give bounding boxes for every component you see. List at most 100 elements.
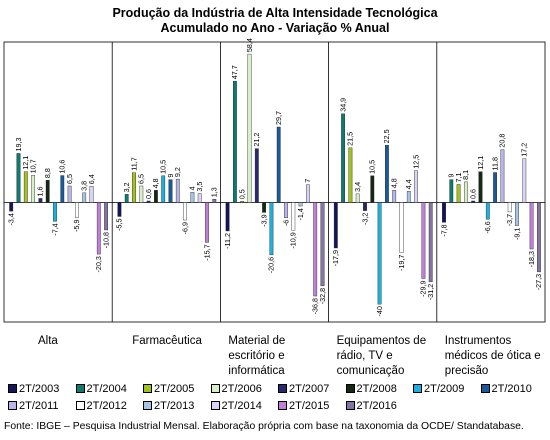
source-note: Fonte: IBGE – Pesquisa Industrial Mensal… (4, 421, 524, 432)
legend-item: 2T/2007 (278, 383, 346, 395)
data-label: 10,5 (368, 160, 377, 174)
bar (363, 202, 367, 211)
category-label: Equipamentos de (337, 335, 427, 347)
data-label: 20,8 (498, 134, 507, 148)
bar (485, 202, 490, 220)
category-label: informática (228, 365, 285, 377)
legend-label: 2T/2014 (221, 399, 262, 412)
bar (269, 202, 274, 256)
legend-label: 2T/2007 (289, 382, 330, 395)
bar (205, 202, 209, 243)
data-label: -29,9 (419, 280, 428, 296)
bar (471, 200, 476, 203)
data-label: 47,7 (230, 65, 239, 79)
legend-item: 2T/2006 (210, 383, 279, 395)
data-label: 4 (188, 186, 197, 190)
bar (449, 179, 454, 203)
data-label: 6,4 (87, 174, 96, 184)
data-label: -6 (281, 220, 290, 226)
data-label: -27,3 (534, 274, 543, 290)
data-label: 1,6 (36, 186, 45, 196)
bar (515, 202, 519, 226)
data-label: 58,4 (245, 38, 254, 52)
data-label: 19,3 (14, 137, 23, 151)
data-label: -17,9 (331, 250, 340, 266)
legend-label: 2T/2013 (154, 399, 195, 412)
bar (262, 202, 266, 213)
legend-swatch (143, 384, 152, 393)
bar (124, 194, 129, 203)
data-label: 0,5 (238, 189, 247, 199)
legend-label: 2T/2008 (356, 382, 397, 395)
data-label: 21,5 (346, 132, 355, 146)
bar (291, 202, 296, 231)
data-label: 7 (303, 179, 312, 183)
bar-chart: -3,419,312,110,71,68,8-7,410,66,5-5,93,8… (3, 38, 546, 377)
chart-subtitle: Acumulado no Ano - Variação % Anual (160, 21, 390, 35)
data-label: 3,4 (353, 182, 362, 192)
legend-label: 2T/2009 (424, 382, 465, 395)
bar (190, 192, 195, 203)
data-label: -5,9 (72, 219, 81, 231)
data-label: -20,6 (267, 257, 276, 273)
data-label: -3,7 (505, 214, 514, 226)
bar (117, 202, 122, 217)
data-label: -6,6 (483, 221, 492, 233)
bar (493, 172, 497, 203)
category-label: rádio, TV e (337, 350, 393, 362)
bar (23, 171, 28, 203)
data-label: -31,2 (426, 284, 435, 300)
bar (96, 202, 101, 255)
data-label: 3,5 (195, 182, 204, 192)
bar (306, 184, 310, 203)
bar (60, 175, 65, 203)
data-label: 4,8 (151, 178, 160, 188)
data-label: 0,6 (469, 189, 478, 199)
legend-swatch (210, 401, 220, 410)
bar (31, 175, 35, 203)
legend-swatch (75, 384, 85, 393)
bar (212, 198, 217, 203)
legend-label: 2T/2004 (86, 382, 127, 395)
bar (456, 184, 461, 203)
data-label: 9 (447, 174, 456, 178)
category-label: comunicação (337, 365, 405, 377)
data-label: -1,4 (296, 208, 305, 220)
legend-item: 2T/2008 (345, 382, 414, 395)
legend-label: 2T/2010 (491, 382, 532, 395)
bar (298, 202, 303, 207)
bar (132, 172, 136, 203)
category-label: Farmacêutica (132, 335, 202, 347)
data-label: -3,9 (259, 214, 268, 226)
legend-item: 2T/2003 (8, 383, 76, 395)
data-label: -19,7 (397, 255, 406, 271)
bar (175, 178, 180, 203)
data-label: -40 (375, 306, 384, 316)
bar (414, 170, 418, 203)
legend-item: 2T/2012 (75, 400, 144, 412)
data-label: 3,2 (122, 182, 131, 192)
data-label: 3,8 (80, 181, 89, 191)
data-label: -7,4 (50, 223, 59, 235)
legend-label: 2T/2015 (289, 399, 330, 412)
bar (537, 202, 541, 273)
data-label: 1,3 (210, 187, 219, 197)
data-label: 9 (166, 174, 175, 178)
data-label: 4,8 (390, 178, 399, 188)
data-label: 7,1 (454, 172, 463, 182)
category-label: precisão (445, 365, 488, 377)
data-label: -36,8 (311, 298, 320, 314)
bar (9, 202, 14, 212)
bar (421, 202, 426, 279)
legend-item: 2T/2005 (143, 383, 211, 395)
category-label: Material de (228, 335, 285, 347)
bar (53, 202, 57, 222)
bar (442, 202, 446, 223)
data-label: 0,6 (144, 189, 153, 199)
data-label: 34,9 (338, 98, 347, 112)
data-label: 12,1 (476, 156, 485, 170)
bar (45, 179, 50, 203)
legend-item: 2T/2011 (8, 400, 76, 412)
data-label: 8,1 (461, 170, 470, 180)
data-label: -10,9 (289, 232, 298, 248)
